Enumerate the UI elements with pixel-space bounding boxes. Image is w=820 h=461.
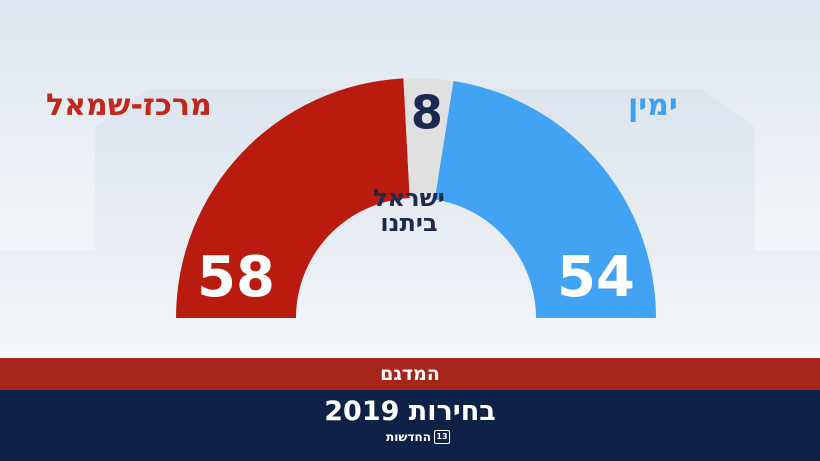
bloc-label-center-left: מרכז-שמאל [46,88,212,123]
bloc-label-yisrael-beytenu: ישראל ביתנו [344,186,474,236]
channel-13-icon: 13 [434,430,450,444]
value-center-left: 58 [197,245,275,310]
poll-banner: המדגם [0,358,820,390]
plaza-floor [0,250,820,358]
value-right: 54 [557,245,635,310]
election-banner: בחירות 2019 [0,390,820,461]
poll-title: המדגם [380,363,440,385]
value-yisrael-beytenu: 8 [411,85,443,139]
channel-logo: 13 החדשות [370,428,450,446]
segment-right [434,80,656,318]
bloc-label-right: ימין [628,88,678,123]
segment-center-left [176,78,410,318]
election-title: בחירות 2019 [324,396,496,427]
segment-yisrael-beytenu [403,78,454,200]
bloc-label-line1: ישראל [373,184,445,212]
channel-name: החדשות [386,430,431,444]
bloc-label-line2: ביתנו [380,209,438,237]
seat-chart: 58 8 54 [176,78,656,318]
